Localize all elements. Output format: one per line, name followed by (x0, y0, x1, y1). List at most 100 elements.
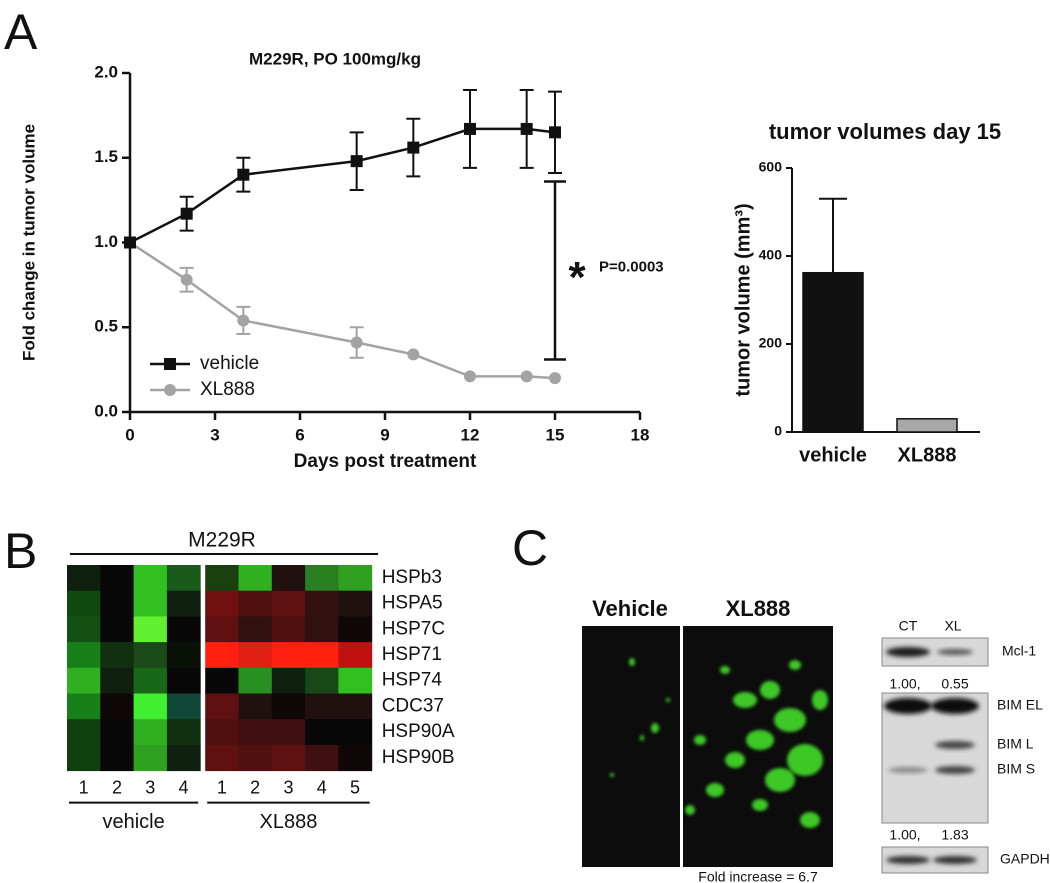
blot-band (884, 698, 932, 714)
heatmap-cell (67, 744, 101, 772)
panel-label: C (512, 520, 548, 576)
image-vehicle (582, 626, 680, 867)
blot-label: Mcl-1 (1002, 643, 1036, 659)
row-label: HSP90B (382, 747, 455, 768)
heatmap-cell (100, 744, 135, 772)
heatmap-cell (305, 616, 339, 643)
heatmap-cell (100, 642, 135, 669)
image-label: Vehicle (592, 596, 668, 621)
blot-quant: 1.00, (889, 827, 920, 843)
heatmap-cell (338, 565, 373, 592)
column-label: 4 (179, 777, 189, 797)
heatmap-cell (338, 667, 373, 694)
heatmap-cell (67, 642, 101, 669)
heatmap-cell (133, 744, 168, 772)
y-tick-label: 600 (759, 159, 783, 175)
blot-band (937, 649, 973, 655)
heatmap-cell (100, 616, 135, 643)
heatmap-cell (238, 565, 273, 592)
blot-label: BIM EL (997, 697, 1043, 713)
series-line (129, 127, 556, 244)
heatmap-cell (238, 590, 273, 617)
heatmap-cell (205, 590, 239, 617)
legend-marker (164, 358, 176, 370)
heatmap-cell (238, 693, 273, 720)
column-label: 5 (350, 777, 360, 797)
panel-label: A (4, 4, 38, 60)
column-label: 1 (217, 777, 227, 797)
heatmap-cell (133, 667, 168, 694)
heatmap-cell (271, 590, 306, 617)
heatmap-cell (205, 719, 239, 746)
heatmap-cell (133, 565, 168, 592)
heatmap-cell (100, 719, 135, 746)
x-tick-label: vehicle (799, 444, 867, 466)
heatmap-cell (67, 719, 101, 746)
blot-band (933, 856, 977, 864)
heatmap-cell (205, 744, 239, 772)
bar (896, 418, 958, 433)
marker (237, 168, 250, 181)
y-tick-label: 400 (759, 247, 783, 263)
marker (464, 370, 476, 383)
heatmap-cell (305, 642, 339, 669)
heatmap-cell (100, 667, 135, 694)
blot-band (935, 741, 975, 749)
column-label: 3 (283, 777, 293, 797)
row-label: HSP90A (382, 721, 455, 742)
heatmap-cell (100, 565, 135, 592)
heatmap-cell (166, 565, 201, 592)
legend-label: vehicle (200, 353, 259, 374)
heatmap-cell (271, 616, 306, 643)
fluorescence (610, 658, 828, 828)
heatmap-cell (205, 642, 239, 669)
heatmap-cell (166, 667, 201, 694)
heatmap-cell (133, 642, 168, 669)
heatmap-cell (133, 590, 168, 617)
heatmap-cell (67, 616, 101, 643)
heatmap-cell (305, 667, 339, 694)
blot-band (931, 698, 979, 714)
marker (180, 273, 193, 286)
marker (464, 122, 476, 135)
heatmap-cell (166, 616, 201, 643)
heatmap-cell (238, 616, 273, 643)
marker (237, 314, 250, 327)
blot-column: XL (944, 618, 961, 634)
heatmap-cell (67, 565, 101, 592)
heatmap-cell (166, 744, 201, 772)
blot-band (886, 647, 930, 657)
blot-column: CT (899, 618, 918, 634)
heatmap-cell (271, 667, 306, 694)
row-label: HSP74 (382, 670, 443, 691)
chart-title: tumor volumes day 15 (769, 119, 1001, 144)
legend-marker (164, 384, 176, 396)
heatmap-cell (271, 642, 306, 669)
chart-title: M229R, PO 100mg/kg (249, 49, 421, 68)
chart-title: M229R (188, 529, 256, 552)
heatmap-cell (338, 590, 373, 617)
y-axis-label: Fold change in tumor volume (19, 124, 38, 361)
y-tick-label: 1.0 (94, 232, 118, 251)
heatmap-cell (271, 744, 306, 772)
marker (407, 141, 420, 154)
x-tick-label: 18 (631, 425, 650, 444)
column-label: 1 (79, 777, 89, 797)
row-label: HSP7C (382, 618, 445, 639)
heatmap-cell (133, 693, 168, 720)
heatmap-cell (166, 590, 201, 617)
column-label: 4 (317, 777, 327, 797)
heatmap-cell (305, 744, 339, 772)
heatmap-cell (305, 719, 339, 746)
x-tick-label: XL888 (898, 444, 957, 466)
image-label: XL888 (726, 596, 791, 621)
group-label: vehicle (102, 811, 164, 833)
heatmap-cell (338, 616, 373, 643)
column-label: 2 (250, 777, 260, 797)
marker (407, 348, 420, 361)
blot-quant: 1.00, (889, 676, 920, 692)
heatmap-cell (271, 719, 306, 746)
y-tick-label: 1.5 (94, 147, 118, 166)
